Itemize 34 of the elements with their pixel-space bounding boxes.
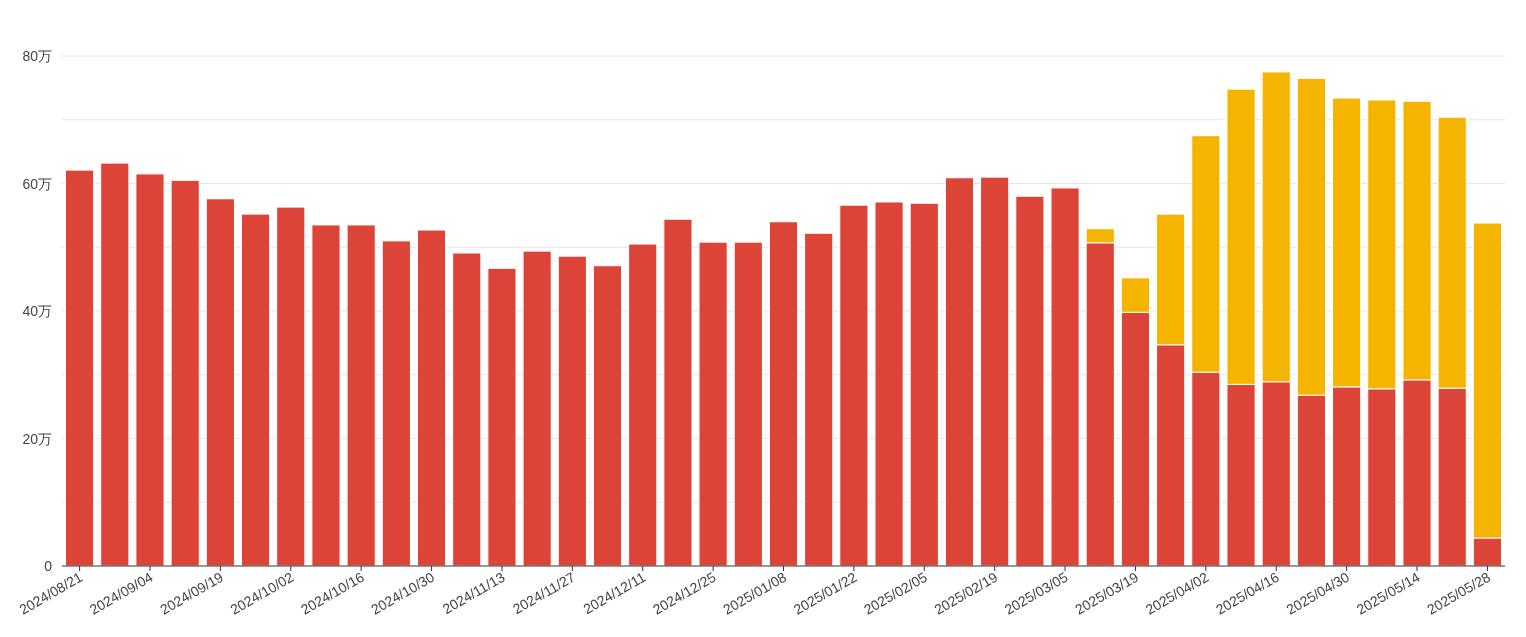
bar [452,252,482,567]
bar [65,169,95,567]
y-tick-label: 80万 [22,48,52,64]
bar [592,265,623,567]
bar [100,162,130,567]
bar [839,204,869,567]
bar [135,173,165,567]
bar [205,198,235,567]
bar [276,206,306,567]
y-tick-label: 60万 [22,175,52,192]
bar [874,201,904,567]
bar [1015,195,1045,567]
bar [768,221,799,567]
bar [628,243,658,567]
bar [522,250,552,567]
bar [346,224,376,567]
bar [698,241,728,567]
bar [381,240,411,567]
bar [311,224,341,567]
y-tick-label: 0 [44,558,53,574]
bar [241,213,271,567]
y-tick-label: 40万 [22,303,52,319]
bar [804,232,834,567]
bar [557,255,587,567]
bar [487,267,517,567]
bar [170,179,200,567]
bar [733,241,763,567]
bar [663,218,693,567]
bar [944,177,975,567]
bar [416,229,447,567]
bar [909,202,939,567]
bar [1050,187,1080,567]
y-tick-label: 20万 [22,430,52,447]
bar [980,176,1010,567]
